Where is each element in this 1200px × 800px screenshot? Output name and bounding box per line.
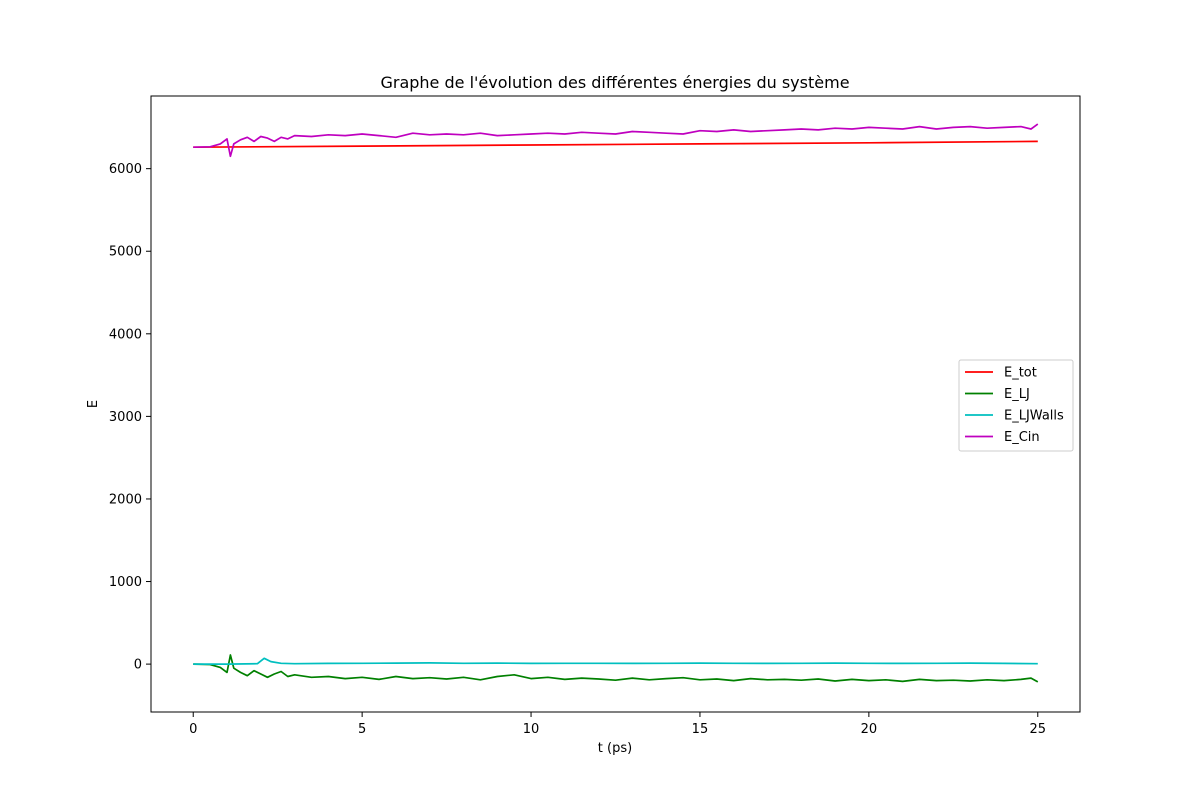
series-line-e-ljwalls (193, 657, 1038, 665)
legend-label: E_LJ (1004, 387, 1030, 402)
x-tick-label: 15 (692, 722, 709, 737)
x-tick-label: 10 (523, 722, 540, 737)
series-line-e-lj (193, 654, 1039, 683)
series-layer (193, 123, 1039, 683)
legend-label: E_Cin (1004, 430, 1040, 445)
legend-label: E_LJWalls (1004, 409, 1064, 424)
series-line-e-cin (193, 123, 1039, 158)
x-tick-label: 0 (189, 722, 197, 737)
legend-box (958, 359, 1074, 452)
x-tick-label: 5 (358, 722, 366, 737)
y-axis-label: E (86, 400, 101, 408)
x-axis-label: t (ps) (598, 741, 632, 756)
x-tick-label: 20 (861, 722, 878, 737)
y-axis: 0 1000 2000 3000 4000 5000 6000 (109, 162, 151, 673)
y-tick-label: 1000 (109, 575, 142, 590)
plot-frame (150, 95, 1081, 713)
y-tick-label: 3000 (109, 410, 142, 425)
series-line-e-tot (193, 140, 1038, 149)
legend: E_tot E_LJ E_LJWalls E_Cin (958, 359, 1074, 452)
y-tick-label: 5000 (109, 245, 142, 260)
x-axis: 0 5 10 15 20 25 (189, 712, 1046, 737)
x-tick-label: 25 (1029, 722, 1046, 737)
y-tick-label: 0 (134, 658, 142, 673)
y-tick-label: 6000 (109, 162, 142, 177)
chart-title: Graphe de l'évolution des différentes én… (380, 73, 849, 92)
legend-label: E_tot (1004, 366, 1037, 381)
y-tick-label: 4000 (109, 327, 142, 342)
y-tick-label: 2000 (109, 492, 142, 507)
